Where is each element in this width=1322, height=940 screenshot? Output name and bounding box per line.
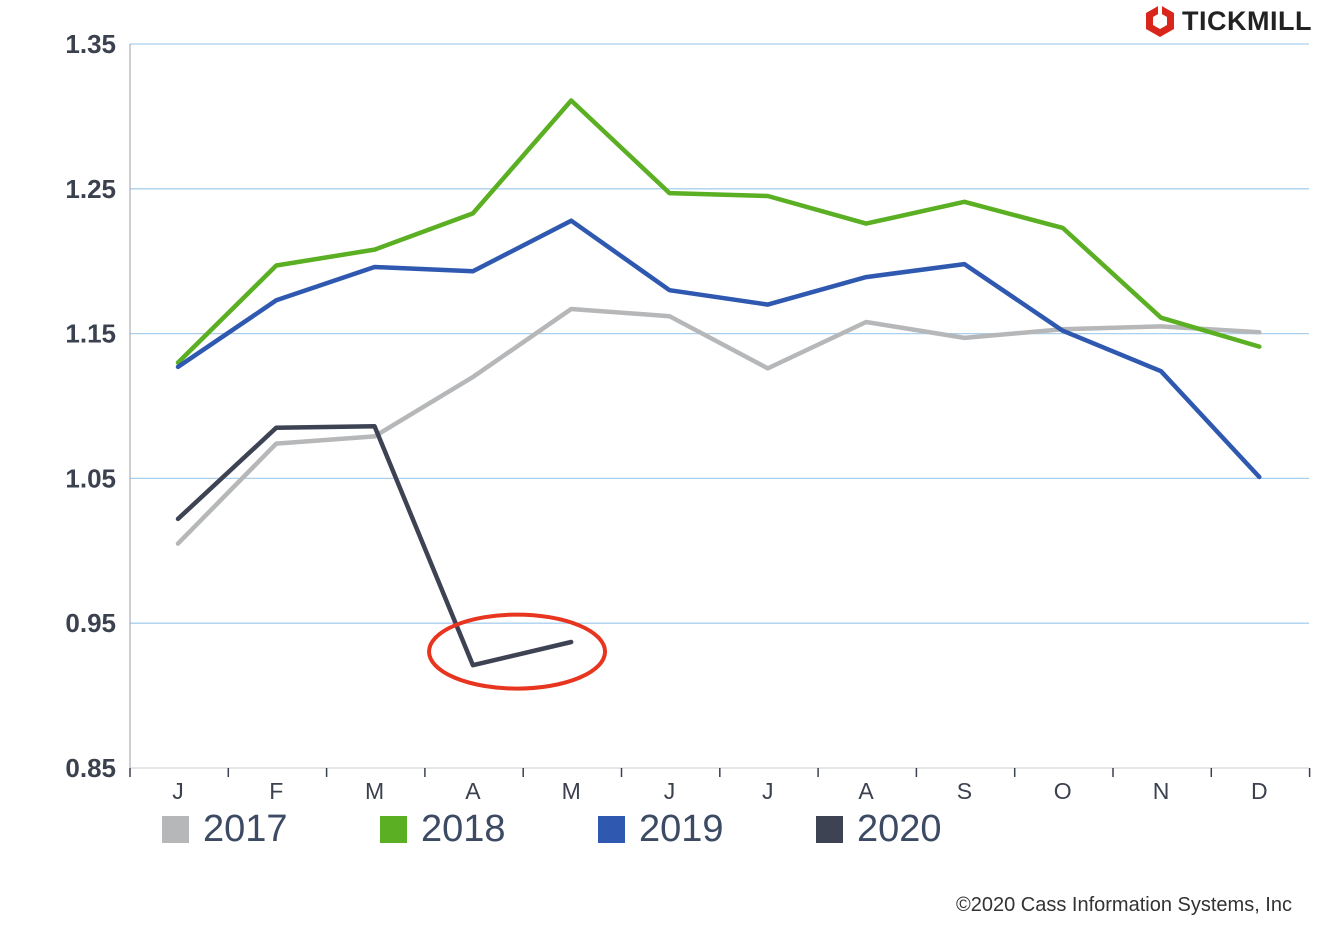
x-tick-label: S: [957, 778, 972, 804]
gridlines: [130, 43, 1309, 624]
chart-legend: 2017 2018 2019 2020: [162, 808, 1034, 851]
y-tick-label: 1.25: [65, 174, 116, 204]
series-line-2018: [175, 98, 1262, 365]
y-tick-label: 1.35: [65, 29, 116, 59]
legend-item-2018: 2018: [380, 808, 598, 851]
series-lines: [175, 98, 1262, 668]
legend-label-2019: 2019: [639, 808, 724, 850]
x-tick-label: M: [365, 778, 384, 804]
brand-name: TICKMILL: [1182, 5, 1312, 36]
copyright-notice: ©2020 Cass Information Systems, Inc: [956, 894, 1292, 916]
brand-logo: TICKMILL: [1144, 4, 1312, 38]
x-tick-label: J: [762, 778, 774, 804]
x-tick-label: M: [562, 778, 581, 804]
series-line-2017: [175, 306, 1262, 546]
legend-swatch-2018: [380, 816, 407, 843]
y-tick-label: 0.85: [65, 753, 116, 783]
legend-label-2018: 2018: [421, 808, 506, 850]
y-tick-label: 1.05: [65, 463, 116, 493]
legend-swatch-2019: [598, 816, 625, 843]
legend-item-2017: 2017: [162, 808, 380, 851]
x-tick-label: A: [858, 778, 874, 804]
x-tick-label: O: [1054, 778, 1072, 804]
x-tick-label: N: [1153, 778, 1170, 804]
y-axis-tick-labels: 1.35 1.25 1.15 1.05 0.95 0.85: [65, 29, 116, 783]
y-tick-label: 0.95: [65, 608, 116, 638]
x-tick-label: A: [465, 778, 481, 804]
highlight-ellipse: [427, 612, 608, 691]
legend-item-2020: 2020: [816, 808, 1034, 851]
x-tick-label: J: [664, 778, 676, 804]
y-tick-label: 1.15: [65, 319, 116, 349]
x-tick-label: F: [269, 778, 283, 804]
tickmill-hexagon-logo-icon: [1146, 5, 1175, 37]
legend-swatch-2020: [816, 816, 843, 843]
legend-label-2017: 2017: [203, 808, 288, 850]
x-axis-ticks: [129, 768, 1311, 777]
x-tick-label: D: [1251, 778, 1268, 804]
series-line-2019: [175, 218, 1262, 480]
series-line-2020: [175, 424, 574, 668]
legend-label-2020: 2020: [857, 808, 942, 850]
x-tick-label: J: [172, 778, 184, 804]
legend-item-2019: 2019: [598, 808, 816, 851]
legend-swatch-2017: [162, 816, 189, 843]
